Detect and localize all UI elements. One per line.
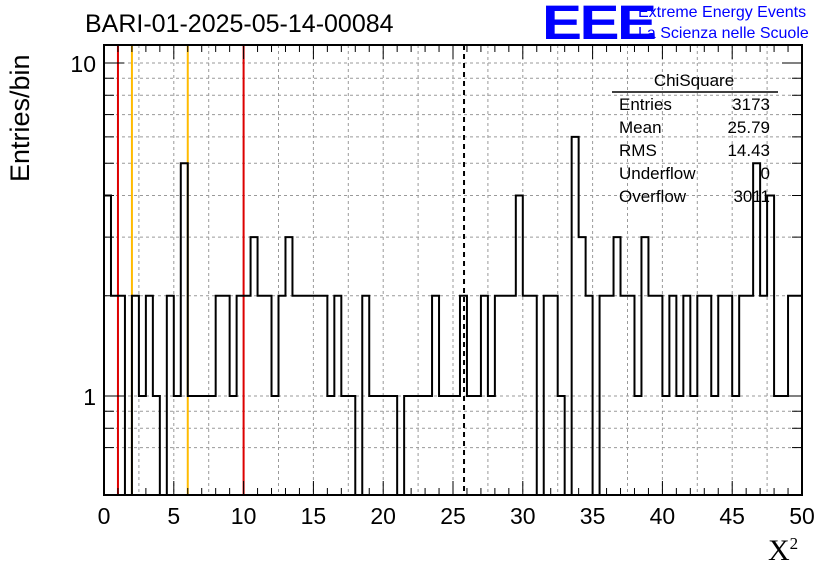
stats-box: ChiSquare Entries 3173 Mean 25.79 RMS 14.43 Un…	[612, 71, 778, 206]
x-tick-label: 40	[650, 503, 676, 529]
stats-row-value: 3173	[732, 95, 770, 114]
stats-row-value: 25.79	[727, 118, 770, 137]
y-tick-label: 1	[83, 384, 96, 410]
stats-row-label: Entries	[619, 95, 672, 114]
x-tick-label: 25	[440, 503, 466, 529]
eee-logo: EEE	[542, 0, 657, 50]
x-axis-label-base: X	[768, 534, 790, 567]
run-title: BARI-01-2025-05-14-00084	[85, 10, 394, 38]
stats-row-value: 0	[761, 164, 770, 183]
grid	[104, 45, 802, 495]
x-tick-label: 10	[231, 503, 257, 529]
histogram-outline	[104, 135, 802, 496]
x-tick-label: 5	[167, 503, 180, 529]
stats-row-label: Mean	[619, 118, 662, 137]
x-axis-label: X2	[768, 534, 798, 568]
x-tick-label: 35	[580, 503, 606, 529]
marker-lines	[116, 45, 466, 495]
x-tick-label: 0	[98, 503, 111, 529]
stats-row-label: Underflow	[619, 164, 696, 183]
x-axis-label-superscript: 2	[789, 534, 799, 553]
x-tick-label: 20	[370, 503, 396, 529]
stats-row-label: Overflow	[619, 187, 687, 206]
y-tick-label: 10	[70, 51, 96, 77]
x-tick-label: 45	[719, 503, 745, 529]
logo-text-line1: Extreme Energy Events	[638, 4, 807, 21]
x-tick-label: 15	[301, 503, 327, 529]
stats-row-value: 14.43	[727, 141, 770, 160]
stats-box-title: ChiSquare	[654, 71, 734, 90]
x-tick-label: 30	[510, 503, 536, 529]
stats-row-value: 3011	[733, 187, 770, 206]
logo-text-line2: La Scienza nelle Scuole	[638, 25, 809, 42]
x-tick-label: 50	[789, 503, 815, 529]
stats-row-label: RMS	[619, 141, 657, 160]
axes: 0 5 10 15 20 25 30 35 40 45 50 1 10	[70, 45, 815, 529]
